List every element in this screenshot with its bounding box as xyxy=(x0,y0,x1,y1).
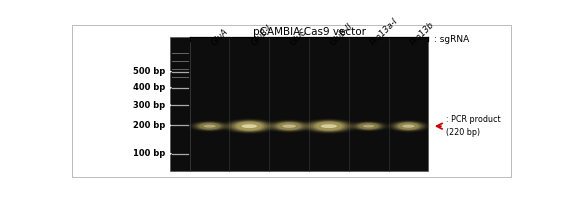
Ellipse shape xyxy=(190,121,229,131)
Text: GluA: GluA xyxy=(209,27,230,47)
Text: Pro13b: Pro13b xyxy=(409,20,436,47)
Ellipse shape xyxy=(311,121,347,132)
Ellipse shape xyxy=(274,122,305,131)
Ellipse shape xyxy=(303,119,354,133)
Text: : sgRNA: : sgRNA xyxy=(434,35,469,44)
Text: 100 bp: 100 bp xyxy=(133,149,165,158)
Ellipse shape xyxy=(362,125,374,127)
Ellipse shape xyxy=(242,124,257,128)
Ellipse shape xyxy=(315,122,343,130)
Ellipse shape xyxy=(308,120,350,132)
Text: 400 bp: 400 bp xyxy=(133,83,165,92)
Ellipse shape xyxy=(271,121,307,131)
Ellipse shape xyxy=(237,122,262,130)
Bar xyxy=(170,37,428,171)
Ellipse shape xyxy=(196,122,224,130)
Ellipse shape xyxy=(269,121,309,132)
Ellipse shape xyxy=(357,123,381,130)
Text: pCAMBIA-Cas9 vector: pCAMBIA-Cas9 vector xyxy=(253,27,365,37)
Ellipse shape xyxy=(275,122,303,130)
Ellipse shape xyxy=(229,120,269,132)
Ellipse shape xyxy=(353,122,384,130)
Ellipse shape xyxy=(267,120,311,132)
Text: GluB-I: GluB-I xyxy=(249,23,274,47)
Text: GluB-II: GluB-II xyxy=(329,21,355,47)
Ellipse shape xyxy=(301,119,357,134)
Ellipse shape xyxy=(391,121,426,131)
Ellipse shape xyxy=(306,120,352,133)
Text: GluC: GluC xyxy=(289,27,310,47)
Ellipse shape xyxy=(352,122,386,131)
Ellipse shape xyxy=(355,122,382,130)
Ellipse shape xyxy=(234,121,265,131)
Text: 500 bp: 500 bp xyxy=(133,67,165,76)
Ellipse shape xyxy=(225,119,274,133)
Ellipse shape xyxy=(193,122,225,131)
Ellipse shape xyxy=(192,121,228,131)
Ellipse shape xyxy=(282,124,296,128)
Ellipse shape xyxy=(402,125,415,128)
Ellipse shape xyxy=(321,124,337,128)
Ellipse shape xyxy=(393,121,424,131)
FancyBboxPatch shape xyxy=(72,25,511,177)
Ellipse shape xyxy=(394,122,423,130)
Ellipse shape xyxy=(396,122,420,130)
Ellipse shape xyxy=(358,123,378,129)
Ellipse shape xyxy=(227,120,271,133)
Ellipse shape xyxy=(278,122,300,130)
Ellipse shape xyxy=(222,119,276,134)
Ellipse shape xyxy=(199,123,220,129)
Ellipse shape xyxy=(398,123,419,130)
Ellipse shape xyxy=(389,121,428,132)
Ellipse shape xyxy=(232,121,267,132)
Text: 300 bp: 300 bp xyxy=(133,101,165,110)
Ellipse shape xyxy=(197,122,222,130)
Text: 200 bp: 200 bp xyxy=(133,121,165,130)
Ellipse shape xyxy=(203,125,216,128)
Text: : PCR product
(220 bp): : PCR product (220 bp) xyxy=(446,115,501,137)
Text: Pro13a-I: Pro13a-I xyxy=(369,16,400,47)
Ellipse shape xyxy=(350,121,387,131)
Ellipse shape xyxy=(313,121,345,131)
